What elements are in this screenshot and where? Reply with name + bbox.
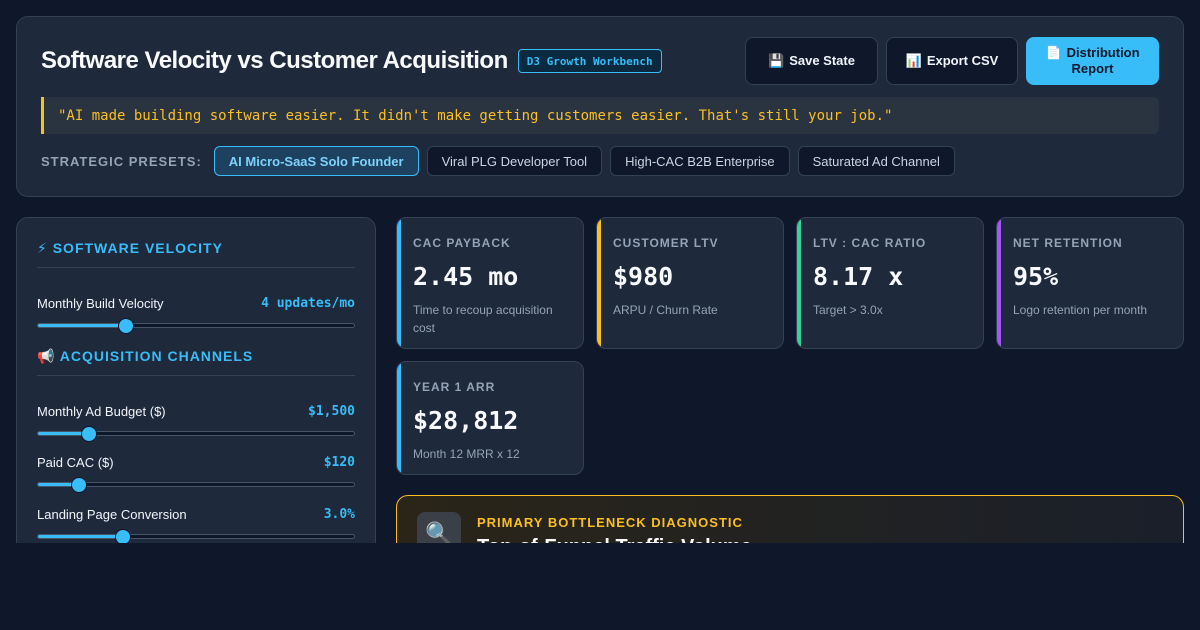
paid-cac-slider[interactable] — [37, 477, 355, 492]
preset-high-cac-b2b[interactable]: High-CAC B2B Enterprise — [610, 146, 790, 176]
slider-thumb[interactable] — [116, 529, 131, 544]
viewport-cutoff — [0, 543, 1200, 630]
slider-fill — [38, 324, 127, 327]
card-value: 2.45 mo — [413, 262, 519, 291]
card-label: CAC PAYBACK — [413, 236, 511, 250]
card-subtitle: Target > 3.0x — [813, 303, 883, 317]
ad-budget-control: Monthly Ad Budget ($) $1,500 — [37, 404, 355, 441]
card-accent — [997, 218, 1001, 348]
slider-thumb[interactable] — [72, 477, 87, 492]
floppy-disk-icon: 💾 — [768, 53, 785, 69]
card-value: 8.17 x — [813, 262, 904, 291]
paid-cac-control: Paid CAC ($) $120 — [37, 455, 355, 492]
ad-budget-label: Monthly Ad Budget ($) — [37, 404, 166, 419]
ad-budget-value: $1,500 — [308, 404, 355, 419]
page-title: Software Velocity vs Customer Acquisitio… — [41, 47, 508, 74]
card-value: 95% — [1013, 262, 1059, 291]
quote-banner: "AI made building software easier. It di… — [41, 97, 1159, 134]
save-state-label: Save State — [789, 53, 855, 69]
diagnostic-label: PRIMARY BOTTLENECK DIAGNOSTIC — [477, 515, 743, 530]
workbench-badge: D3 Growth Workbench — [517, 49, 662, 73]
build-velocity-label: Monthly Build Velocity — [37, 296, 164, 311]
paid-cac-value: $120 — [323, 455, 355, 470]
conversion-control: Landing Page Conversion 3.0% — [37, 507, 355, 544]
card-label: YEAR 1 ARR — [413, 380, 496, 394]
card-accent — [397, 218, 401, 348]
card-label: CUSTOMER LTV — [613, 236, 719, 250]
controls-panel: ⚡ SOFTWARE VELOCITY Monthly Build Veloci… — [16, 217, 376, 557]
slider-fill — [38, 432, 89, 435]
card-accent — [797, 218, 801, 348]
document-icon: 📄 — [1045, 45, 1062, 61]
card-subtitle: Logo retention per month — [1013, 303, 1148, 317]
build-velocity-value: 4 updates/mo — [261, 296, 355, 311]
card-value: $28,812 — [413, 406, 519, 435]
bar-chart-icon: 📊 — [905, 53, 922, 69]
ad-budget-slider[interactable] — [37, 426, 355, 441]
distribution-report-button[interactable]: 📄 Distribution Report — [1026, 37, 1159, 85]
software-velocity-heading: ⚡ SOFTWARE VELOCITY — [37, 240, 355, 268]
ltv-cac-ratio-card: LTV : CAC RATIO 8.17 x Target > 3.0x — [796, 217, 984, 349]
customer-ltv-card: CUSTOMER LTV $980 ARPU / Churn Rate — [596, 217, 784, 349]
title-row: Software Velocity vs Customer Acquisitio… — [41, 47, 662, 75]
conversion-slider[interactable] — [37, 529, 355, 544]
slider-fill — [38, 535, 124, 538]
card-subtitle: Month 12 MRR x 12 — [413, 447, 520, 461]
card-subtitle: Time to recoup acquisition cost — [413, 303, 553, 335]
header-actions: 💾 Save State 📊 Export CSV 📄 Distribution … — [745, 37, 1159, 85]
net-retention-card: NET RETENTION 95% Logo retention per mon… — [996, 217, 1184, 349]
acquisition-channels-heading: 📢 ACQUISITION CHANNELS — [37, 348, 355, 376]
slider-thumb[interactable] — [119, 318, 134, 333]
preset-saturated-ad[interactable]: Saturated Ad Channel — [797, 146, 955, 176]
card-accent — [397, 362, 401, 474]
build-velocity-slider[interactable] — [37, 318, 355, 333]
export-csv-button[interactable]: 📊 Export CSV — [886, 37, 1018, 85]
card-subtitle: ARPU / Churn Rate — [613, 303, 718, 317]
preset-ai-micro-saas[interactable]: AI Micro-SaaS Solo Founder — [213, 146, 419, 176]
header-panel: Software Velocity vs Customer Acquisitio… — [16, 16, 1184, 197]
export-csv-label: Export CSV — [926, 53, 999, 69]
conversion-value: 3.0% — [323, 507, 355, 522]
year-1-arr-card: YEAR 1 ARR $28,812 Month 12 MRR x 12 — [396, 361, 584, 475]
paid-cac-label: Paid CAC ($) — [37, 455, 114, 470]
card-label: NET RETENTION — [1013, 236, 1123, 250]
strategic-presets: STRATEGIC PRESETS: AI Micro-SaaS Solo Fo… — [41, 146, 963, 176]
preset-viral-plg[interactable]: Viral PLG Developer Tool — [426, 146, 603, 176]
cac-payback-card: CAC PAYBACK 2.45 mo Time to recoup acqui… — [396, 217, 584, 349]
conversion-label: Landing Page Conversion — [37, 507, 187, 522]
slider-thumb[interactable] — [81, 426, 96, 441]
save-state-button[interactable]: 💾 Save State — [745, 37, 878, 85]
card-accent — [597, 218, 601, 348]
slider-fill — [38, 483, 80, 486]
card-value: $980 — [613, 262, 674, 291]
card-label: LTV : CAC RATIO — [813, 236, 927, 250]
distribution-report-label: 📄 Distribution Report — [1045, 45, 1140, 76]
presets-label: STRATEGIC PRESETS: — [41, 153, 202, 169]
build-velocity-control: Monthly Build Velocity 4 updates/mo — [37, 296, 355, 333]
